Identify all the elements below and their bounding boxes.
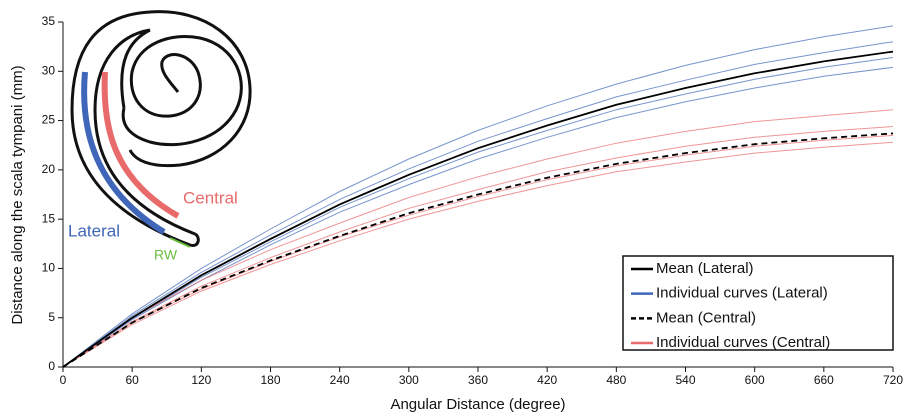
legend-label: Individual curves (Central) xyxy=(656,334,830,351)
y-tick-label: 25 xyxy=(42,113,56,127)
central-path xyxy=(101,71,180,219)
x-tick-label: 480 xyxy=(606,373,626,387)
inner-wall xyxy=(93,28,196,236)
individual-curve xyxy=(62,126,894,368)
x-tick-label: 240 xyxy=(330,373,350,387)
legend: Mean (Lateral) Individual curves (Lateral… xyxy=(622,255,894,351)
y-tick-label: 20 xyxy=(42,162,56,176)
y-tick-label: 15 xyxy=(42,211,56,225)
individual-curve xyxy=(62,25,894,368)
outer-wall xyxy=(70,10,252,247)
annotation: RW xyxy=(154,247,178,263)
y-axis-label: Distance along the scala tympani (mm) xyxy=(9,65,26,324)
spiral-inner xyxy=(121,35,243,147)
annotation: Lateral xyxy=(68,221,120,240)
individual-curve xyxy=(62,109,894,368)
legend-label: Mean (Lateral) xyxy=(656,260,754,277)
x-tick-label: 360 xyxy=(468,373,488,387)
x-tick-label: 300 xyxy=(399,373,419,387)
individual-curve xyxy=(62,134,894,368)
x-axis-label: Angular Distance (degree) xyxy=(390,396,565,413)
x-tick-label: 540 xyxy=(675,373,695,387)
cochlea-inset: Lateral Central RW xyxy=(68,10,252,263)
x-tick-label: 660 xyxy=(814,373,834,387)
individual-curve xyxy=(62,41,894,368)
legend-label: Individual curves (Lateral) xyxy=(656,285,828,302)
y-tick-label: 35 xyxy=(42,14,56,28)
annotation: Central xyxy=(183,188,238,207)
x-tick-label: 0 xyxy=(60,373,67,387)
rw-marker xyxy=(169,237,191,248)
x-tick-label: 600 xyxy=(745,373,765,387)
legend-label: Mean (Central) xyxy=(656,309,756,326)
legend-box xyxy=(622,255,894,351)
plot-area: 0 60 120 180 240 300 360 420 480 540 600 660 720 0 5 10… xyxy=(42,14,904,387)
mean-line xyxy=(62,132,894,368)
x-tick-label: 60 xyxy=(125,373,139,387)
mean-line xyxy=(62,50,894,368)
x-tick-label: 420 xyxy=(537,373,557,387)
individual-curve xyxy=(62,141,894,368)
lateral-path xyxy=(81,71,166,235)
y-tick-label: 5 xyxy=(48,310,55,324)
x-tick-label: 180 xyxy=(260,373,280,387)
x-tick-label: 120 xyxy=(191,373,211,387)
y-tick-label: 0 xyxy=(48,359,55,373)
individual-curve xyxy=(62,57,894,368)
y-tick-label: 10 xyxy=(42,261,56,275)
y-tick-label: 30 xyxy=(42,63,56,77)
x-tick-label: 720 xyxy=(883,373,903,387)
